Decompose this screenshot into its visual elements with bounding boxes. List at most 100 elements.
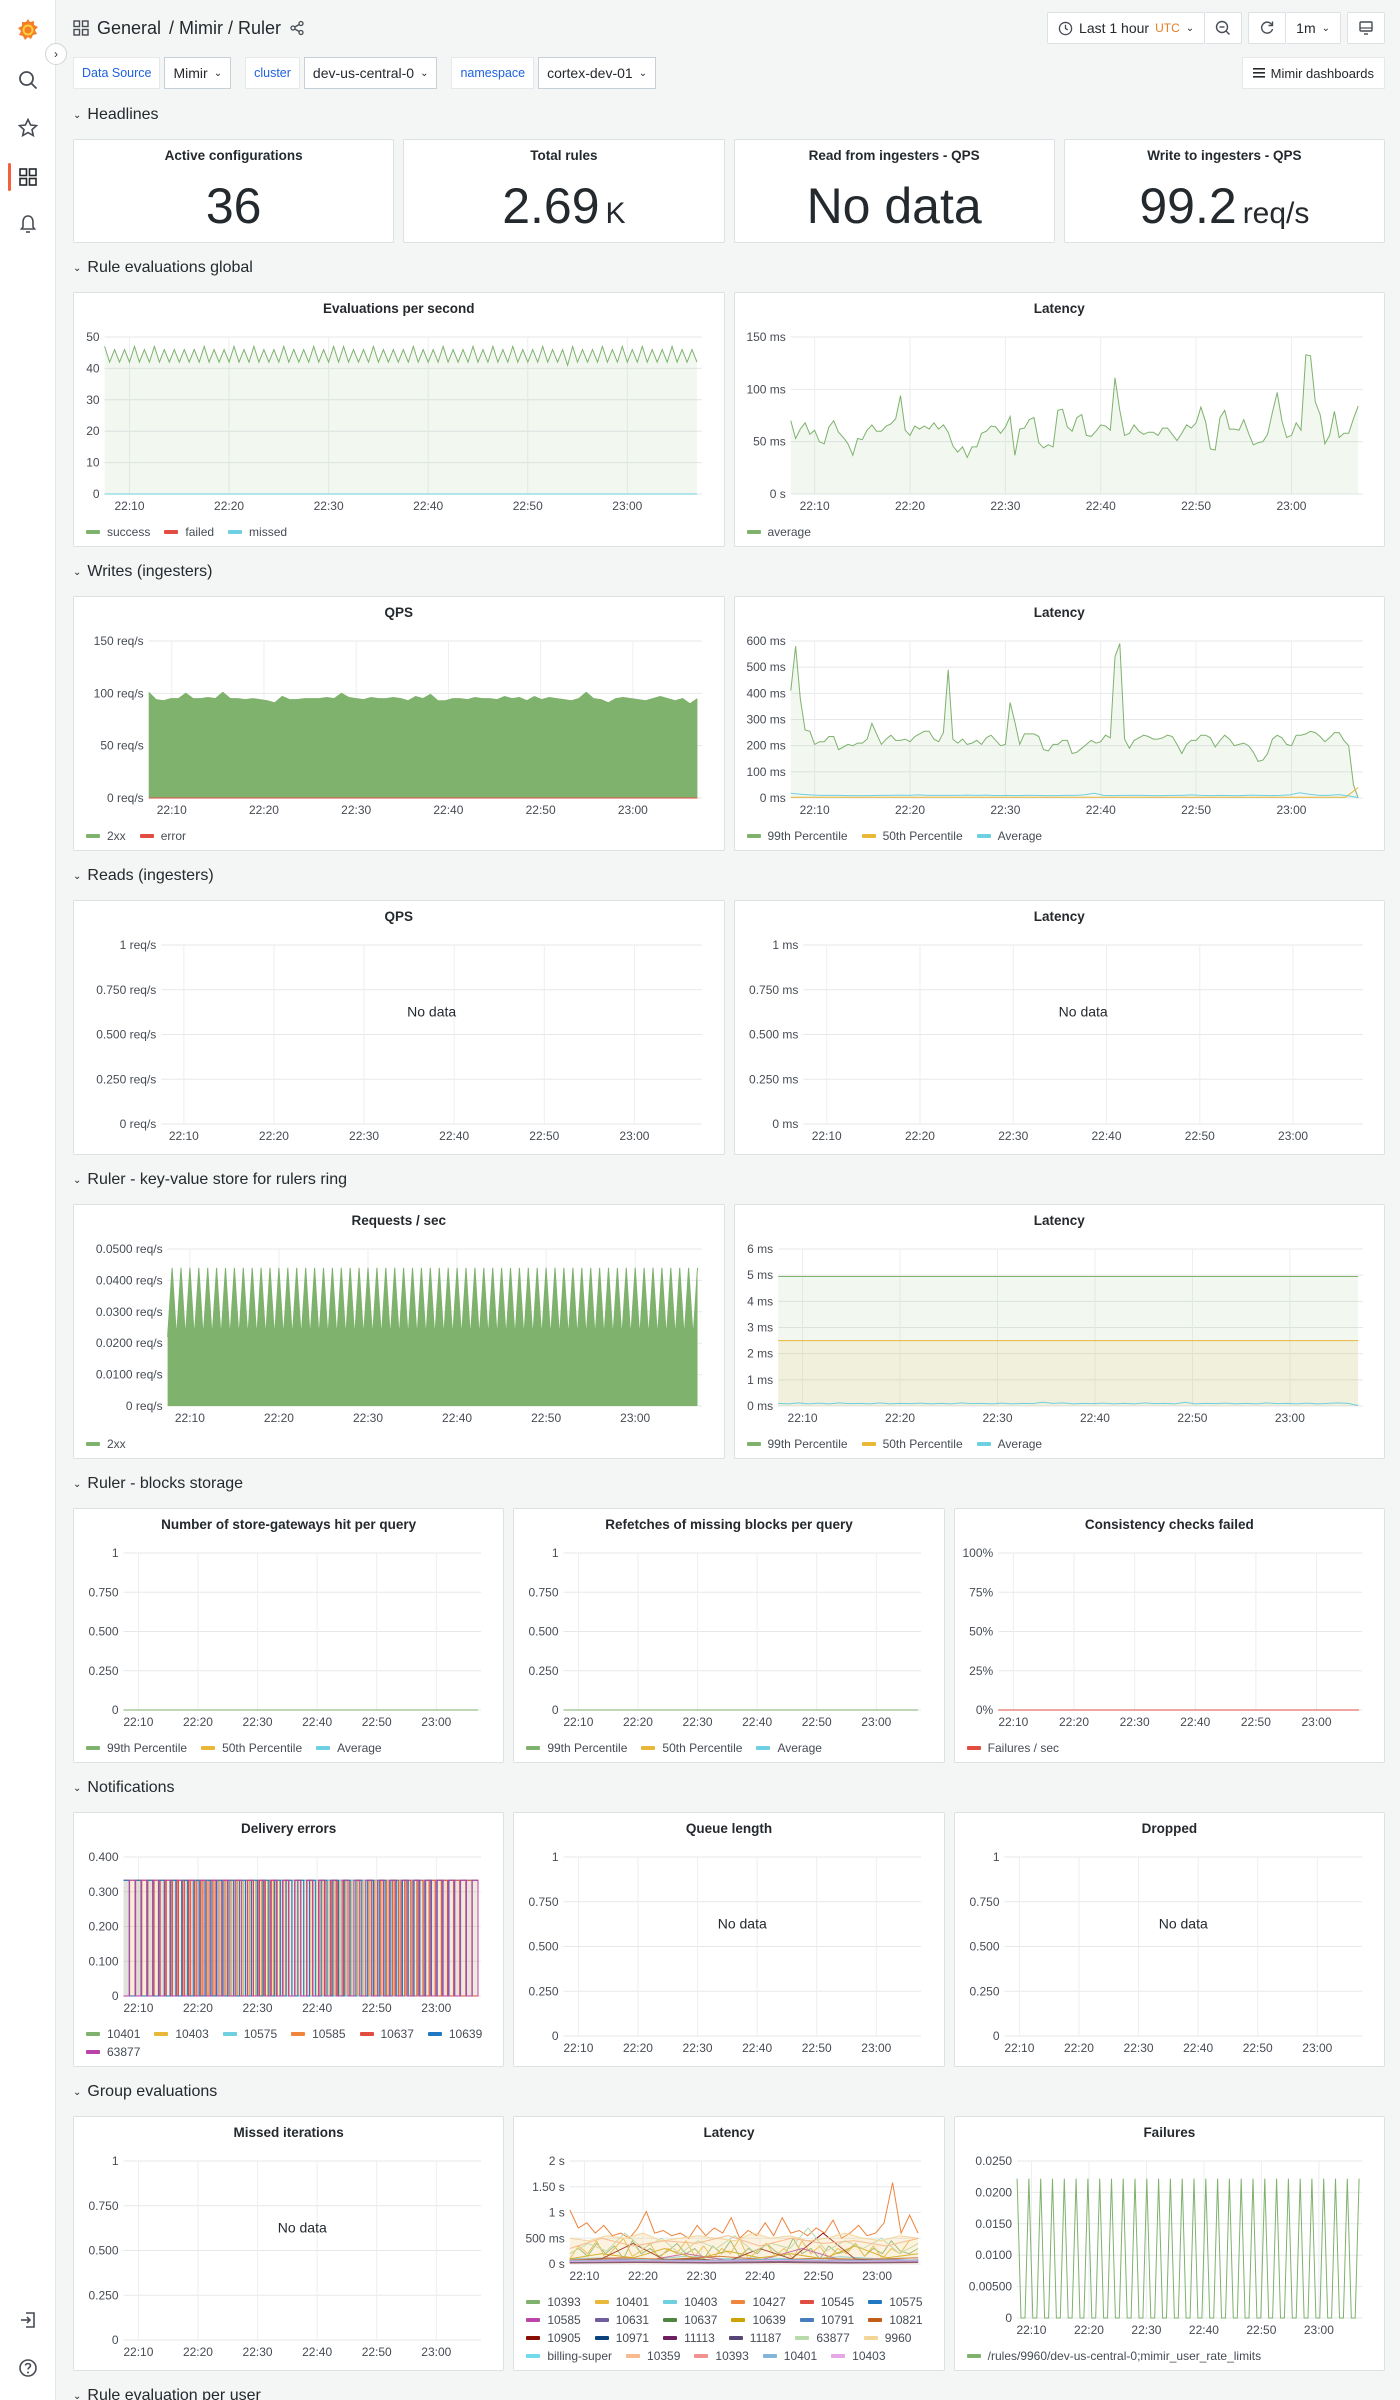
legend-item[interactable]: 10575 [868, 2294, 923, 2310]
row-header-ruler-blocks-storage[interactable]: ⌄ Ruler - blocks storage [73, 1472, 1385, 1496]
legend-item[interactable]: 99th Percentile [526, 1740, 627, 1756]
row-header-ruler-key-value-store-for-rulers-ring[interactable]: ⌄ Ruler - key-value store for rulers ring [73, 1168, 1385, 1192]
search-icon[interactable] [14, 66, 42, 94]
graph-panel-missed-iterations[interactable]: Missed iterations 0 0.250 0.500 0.750 1 22:10 2… [73, 2116, 505, 2371]
legend-item[interactable]: 10905 [526, 2330, 581, 2346]
graph-panel-latency[interactable]: Latency 10393 10401 10403 10427 10545 10575 105… [513, 2116, 945, 2371]
bell-icon[interactable] [14, 210, 42, 238]
legend-item[interactable]: 10585 [291, 2026, 346, 2042]
legend-item[interactable]: 10585 [526, 2312, 581, 2328]
legend-item[interactable]: 10403 [663, 2294, 717, 2310]
legend-item[interactable]: 10401 [594, 2294, 649, 2310]
legend-item[interactable]: 10359 [626, 2348, 680, 2364]
legend-item[interactable]: average [746, 524, 811, 540]
legend-item[interactable]: 10637 [359, 2026, 414, 2042]
legend-item[interactable]: 9960 [863, 2330, 911, 2346]
legend-item[interactable]: Average [756, 1740, 822, 1756]
share-icon[interactable] [289, 20, 305, 36]
legend-item[interactable]: 50th Percentile [641, 1740, 742, 1756]
graph-panel-evaluations-per-second[interactable]: Evaluations per second success failed misse… [73, 292, 725, 547]
legend-item[interactable]: 10393 [526, 2294, 581, 2310]
graph-panel-latency[interactable]: Latency 99th Percentile 50th Percentile Ave… [733, 596, 1385, 851]
row-header-rule-evaluation-per-user[interactable]: ⌄ Rule evaluation per user [73, 2384, 1385, 2400]
legend-item[interactable]: 63877 [795, 2330, 850, 2346]
legend-item[interactable]: success [86, 524, 150, 540]
legend-item[interactable]: Failures / sec [966, 1740, 1059, 1756]
graph-panel-latency[interactable]: Latency 0 ms 0.250 ms 0.500 ms 0.750 ms 1 ms 2… [733, 900, 1385, 1155]
legend-item[interactable]: Average [976, 1436, 1042, 1452]
row-header-writes-ingesters[interactable]: ⌄ Writes (ingesters) [73, 560, 1385, 584]
legend-item[interactable]: 99th Percentile [746, 1436, 848, 1452]
legend-item[interactable]: 10401 [86, 2026, 140, 2042]
graph-panel-requests-sec[interactable]: Requests / sec 2xx 0 req/s 0.0100 req/s 0.02… [73, 1204, 725, 1459]
dashboards-icon[interactable] [14, 163, 42, 191]
legend-item[interactable]: 10639 [427, 2026, 482, 2042]
time-picker-button[interactable]: Last 1 hour UTC ⌄ [1047, 12, 1206, 44]
row-header-notifications[interactable]: ⌄ Notifications [73, 1776, 1385, 1800]
graph-panel-queue-length[interactable]: Queue length 0 0.250 0.500 0.750 1 22:10 22:20 2… [513, 1812, 945, 2067]
expand-sidebar-button[interactable]: › [45, 43, 67, 65]
row-header-headlines[interactable]: ⌄ Headlines [73, 103, 1385, 127]
graph-panel-consistency-checks-failed[interactable]: Consistency checks failed Failures / sec 0… [953, 1508, 1385, 1763]
legend-item[interactable]: missed [228, 524, 287, 540]
refresh-interval-picker[interactable]: 1m ⌄ [1286, 12, 1341, 44]
graph-panel-number-of-store-gateways-hit-per-query[interactable]: Number of store-gateways hit per query 99… [73, 1508, 505, 1763]
legend-item[interactable]: 63877 [86, 2044, 140, 2060]
tv-mode-button[interactable] [1347, 12, 1385, 44]
stat-panel-read-from-ingesters-qps[interactable]: Read from ingesters - QPS No data [733, 139, 1055, 243]
row-header-group-evaluations[interactable]: ⌄ Group evaluations [73, 2080, 1385, 2104]
legend-item[interactable]: 99th Percentile [86, 1740, 187, 1756]
graph-panel-qps[interactable]: QPS 2xx error 0 req/s 50 req/s 100 req/s 150 r… [73, 596, 725, 851]
legend-item[interactable]: 2xx [86, 828, 126, 844]
refresh-button[interactable] [1248, 12, 1287, 44]
legend-item[interactable]: /rules/9960/dev-us-central-0;mimir_user_… [966, 2348, 1261, 2364]
stat-panel-write-to-ingesters-qps[interactable]: Write to ingesters - QPS 99.2 req/s [1063, 139, 1385, 243]
legend-item[interactable]: 10575 [222, 2026, 277, 2042]
legend-item[interactable]: 10639 [731, 2312, 786, 2328]
cluster-select[interactable]: dev-us-central-0 ⌄ [303, 57, 438, 89]
breadcrumb-folder[interactable]: General [97, 17, 162, 38]
stat-panel-active-configurations[interactable]: Active configurations 36 [73, 139, 395, 243]
graph-panel-qps[interactable]: QPS 0 req/s 0.250 req/s 0.500 req/s 0.750 re… [73, 900, 725, 1155]
sign-in-icon[interactable] [14, 2306, 42, 2334]
legend-item[interactable]: 10403 [154, 2026, 209, 2042]
help-icon[interactable] [14, 2354, 42, 2382]
stat-panel-total-rules[interactable]: Total rules 2.69 K [403, 139, 725, 243]
mimir-dashboards-button[interactable]: Mimir dashboards [1241, 57, 1385, 89]
legend-item[interactable]: 50th Percentile [861, 828, 963, 844]
legend-item[interactable]: 50th Percentile [201, 1740, 302, 1756]
legend-item[interactable]: billing-super [526, 2348, 612, 2364]
graph-panel-delivery-errors[interactable]: Delivery errors 10401 10403 10575 10585 10637… [73, 1812, 505, 2067]
legend-item[interactable]: 99th Percentile [746, 828, 848, 844]
legend-item[interactable]: 10791 [799, 2312, 854, 2328]
datasource-select[interactable]: Mimir ⌄ [164, 57, 232, 89]
graph-panel-failures[interactable]: Failures/rules/9960/dev-us-central-0;mim… [953, 2116, 1385, 2371]
zoom-out-button[interactable] [1205, 12, 1243, 44]
row-header-reads-ingesters[interactable]: ⌄ Reads (ingesters) [73, 864, 1385, 888]
graph-panel-refetches-of-missing-blocks-per-query[interactable]: Refetches of missing blocks per query 99t… [513, 1508, 945, 1763]
legend-item[interactable]: 10637 [663, 2312, 717, 2328]
legend-item[interactable]: 11187 [728, 2330, 781, 2346]
legend-item[interactable]: failed [164, 524, 214, 540]
legend-item[interactable]: 10401 [762, 2348, 817, 2364]
legend-item[interactable]: 50th Percentile [861, 1436, 963, 1452]
legend-item[interactable]: 10821 [868, 2312, 923, 2328]
legend-item[interactable]: 11113 [663, 2330, 715, 2346]
legend-item[interactable]: 10971 [594, 2330, 649, 2346]
legend-item[interactable]: 10545 [799, 2294, 854, 2310]
legend-item[interactable]: 10427 [731, 2294, 786, 2310]
legend-item[interactable]: 10631 [594, 2312, 649, 2328]
namespace-select[interactable]: cortex-dev-01 ⌄ [538, 57, 657, 89]
legend-item[interactable]: Average [316, 1740, 382, 1756]
graph-panel-dropped[interactable]: Dropped 0 0.250 0.500 0.750 1 22:10 22:20 22:30 2… [953, 1812, 1385, 2067]
graph-panel-latency[interactable]: Latency 99th Percentile 50th Percentile Ave… [733, 1204, 1385, 1459]
legend-item[interactable]: error [139, 828, 186, 844]
graph-panel-latency[interactable]: Latency average 0 s 50 ms 100 ms 150 ms 22:10 2… [733, 292, 1385, 547]
star-icon[interactable] [14, 114, 42, 142]
dashboard-title[interactable]: / Mimir / Ruler [169, 17, 282, 38]
legend-item[interactable]: Average [976, 828, 1042, 844]
legend-item[interactable]: 10403 [831, 2348, 886, 2364]
legend-item[interactable]: 10393 [694, 2348, 749, 2364]
legend-item[interactable]: 2xx [86, 1436, 126, 1452]
grafana-logo-icon[interactable] [14, 16, 42, 44]
